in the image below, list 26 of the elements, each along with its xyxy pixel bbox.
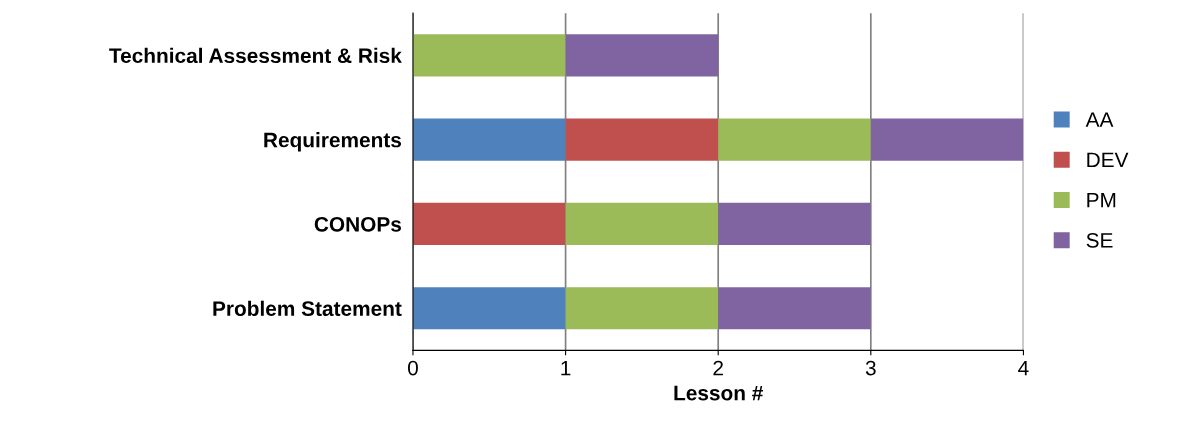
bar [718,118,871,161]
bar [718,287,871,330]
bar [412,202,566,246]
y-tick-label: Requirements [264,132,402,152]
bar [412,118,566,161]
bar [412,287,566,330]
bar [718,202,871,246]
y-tick-label: CONOPs [314,216,401,232]
y-tick-label: Problem Statement [213,300,402,316]
bar [565,118,719,161]
bar [565,287,719,330]
legend-label: AA [1085,112,1114,127]
legend-label: SE [1086,232,1113,248]
bar [565,34,719,77]
x-axis-title: Lesson # [674,385,764,401]
x-tick-label: 0 [407,360,418,376]
x-tick-label: 4 [1018,360,1029,376]
bar [565,202,719,246]
y-tick-label: Technical Assessment & Risk [109,47,402,64]
legend-label: PM [1087,192,1116,208]
x-tick-label: 3 [865,360,876,376]
legend-label: DEV [1087,152,1129,168]
x-tick-label: 2 [713,360,723,376]
x-tick-label: 1 [561,360,571,376]
bar [870,118,1024,161]
bar [412,34,566,77]
